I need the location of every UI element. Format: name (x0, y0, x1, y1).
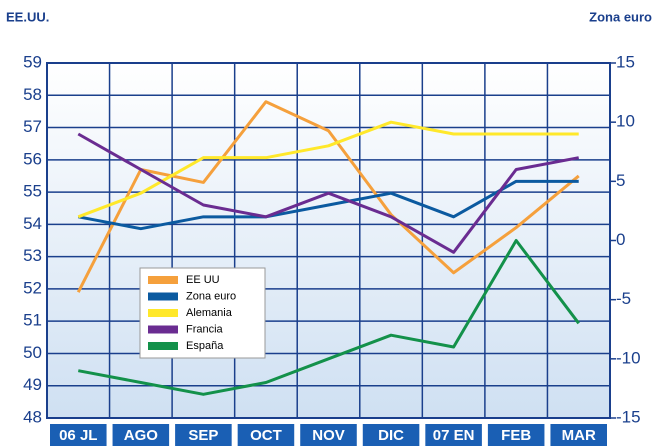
y-tick-label: 59 (23, 52, 42, 71)
x-tick-label: DIC (378, 427, 404, 444)
legend-label: Francia (186, 323, 224, 335)
y-tick-label: 48 (23, 407, 42, 426)
y-tick-label: 50 (23, 343, 42, 362)
series-line (76, 100, 580, 293)
y-tick-label: 53 (23, 246, 42, 265)
x-tick-box (50, 424, 107, 446)
x-tick-box (175, 424, 232, 446)
legend-swatch (148, 309, 178, 317)
x-tick-label: 07 EN (433, 427, 475, 444)
y-tick-label: 56 (23, 149, 42, 168)
y-tick-label: 54 (23, 214, 42, 233)
x-tick-label: OCT (250, 427, 282, 444)
x-tick-box (237, 424, 295, 446)
y2-tick-label: 10 (616, 112, 635, 131)
x-tick-box (112, 424, 170, 446)
legend-swatch (148, 325, 178, 334)
y-tick-label: 52 (23, 278, 42, 297)
x-tick-box (362, 424, 420, 446)
y2-tick-label: -5 (616, 289, 631, 308)
y-tick-label: 51 (23, 311, 42, 330)
y-tick-label: 55 (23, 182, 42, 201)
y-tick-label: 57 (23, 117, 42, 136)
plot-area (46, 62, 611, 419)
x-tick-box (300, 424, 357, 446)
x-tick-label: 06 JL (59, 427, 97, 444)
y2-axis-label: Zona euro (589, 9, 652, 24)
x-tick-box (425, 424, 482, 446)
y-tick-label: 58 (23, 85, 42, 104)
x-tick-label: NOV (312, 427, 345, 444)
series-line (77, 239, 580, 396)
legend-label: Zona euro (186, 290, 236, 302)
y2-tick-label: -15 (616, 407, 641, 426)
series-line (77, 179, 579, 231)
x-tick-box (550, 424, 607, 446)
legend-label: EE UU (186, 274, 220, 286)
y-axis-label: EE.UU. (6, 9, 49, 24)
legend-label: España (186, 340, 224, 352)
y2-tick-label: 0 (616, 230, 625, 249)
legend-label: Alemania (186, 307, 233, 319)
y2-tick-label: -10 (616, 348, 641, 367)
x-tick-label: AGO (124, 427, 159, 444)
x-tick-box (487, 424, 545, 446)
legend-swatch (148, 276, 178, 284)
y2-tick-label: 15 (616, 52, 635, 71)
legend-swatch (148, 292, 178, 301)
y2-tick-label: 5 (616, 171, 625, 190)
x-tick-label: MAR (562, 427, 596, 444)
series-line (77, 132, 580, 254)
legend-swatch (148, 342, 178, 350)
x-tick-label: SEP (188, 427, 218, 444)
x-tick-label: FEB (501, 427, 531, 444)
y-tick-label: 49 (23, 375, 42, 394)
